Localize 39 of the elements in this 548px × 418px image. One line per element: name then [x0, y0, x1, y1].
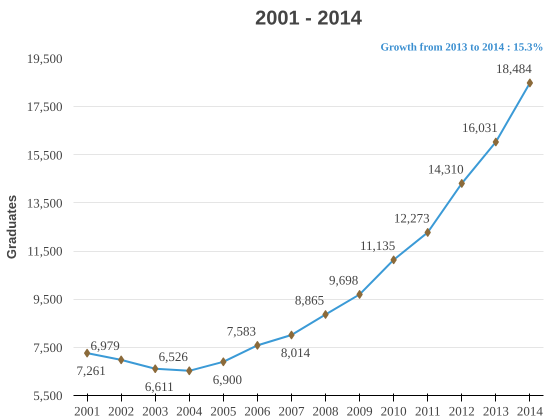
x-tick-label: 2013	[482, 404, 509, 418]
x-tick-label: 2002	[108, 404, 134, 418]
y-tick-label: 19,500	[26, 51, 62, 66]
x-tick-label: 2012	[448, 404, 475, 418]
data-label: 16,031	[462, 120, 498, 136]
chart-title: 2001 - 2014	[255, 8, 363, 30]
y-tick-label: 9,500	[33, 292, 62, 307]
data-label: 12,273	[394, 210, 430, 226]
y-tick-label: 13,500	[26, 195, 62, 210]
y-tick-label: 15,500	[26, 147, 62, 162]
data-label: 7,583	[226, 323, 256, 338]
data-label: 8,865	[294, 292, 324, 308]
data-label: 6,979	[90, 338, 120, 353]
x-tick-label: 2011	[414, 404, 440, 418]
y-tick-label: 7,500	[33, 340, 62, 355]
x-tick-label: 2003	[142, 404, 168, 418]
x-tick-label: 2009	[346, 404, 373, 418]
x-tick-label: 2005	[210, 404, 236, 418]
x-tick-label: 2001	[74, 404, 100, 418]
x-tick-label: 2007	[278, 404, 305, 418]
data-label: 11,135	[360, 238, 396, 253]
data-label: 14,310	[428, 161, 464, 176]
y-tick-label: 11,500	[27, 244, 63, 259]
y-tick-label: 17,500	[26, 99, 62, 114]
data-label: 8,014	[280, 344, 311, 360]
x-tick-label: 2010	[380, 404, 407, 418]
y-tick-label: 5,500	[33, 388, 62, 403]
x-tick-label: 2006	[244, 404, 271, 418]
data-label: 7,261	[76, 363, 106, 378]
x-tick-label: 2004	[176, 404, 203, 418]
data-label: 9,698	[328, 272, 358, 288]
x-tick-label: 2008	[312, 404, 339, 418]
y-axis-title: Graduates	[4, 194, 19, 260]
text: Growth from 2013 to 2014 : 15.3%	[380, 42, 544, 54]
x-tick-label: 2014	[516, 404, 544, 418]
data-label: 18,484	[496, 60, 532, 76]
data-label: 6,900	[212, 372, 242, 387]
data-label: 6,526	[158, 348, 188, 364]
data-label: 6,611	[144, 378, 174, 394]
